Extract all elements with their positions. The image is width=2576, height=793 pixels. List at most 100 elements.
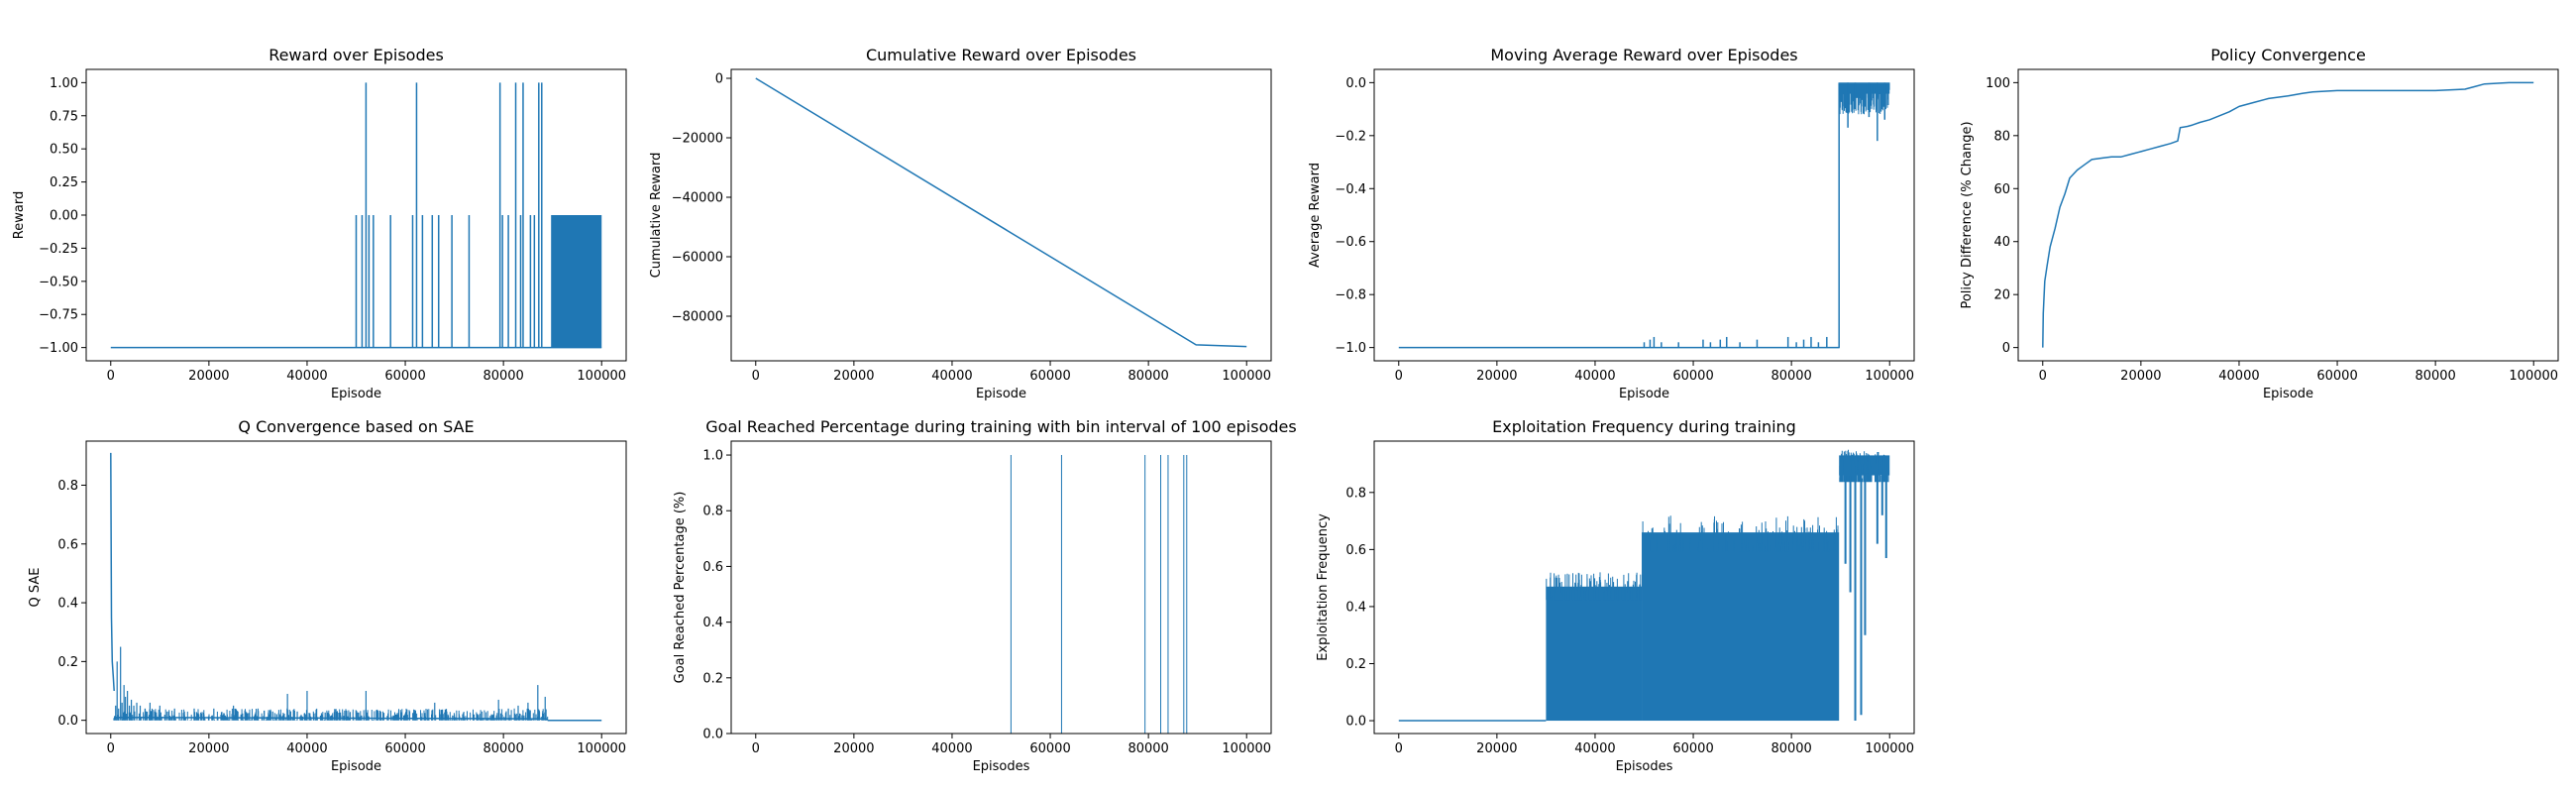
- x-tick-label: 60000: [2316, 369, 2357, 384]
- x-tick-label: 40000: [1574, 741, 1615, 756]
- plot-area: [755, 77, 1247, 348]
- x-tick-label: 60000: [1672, 369, 1713, 384]
- plot-area: [1398, 449, 1890, 722]
- y-tick-label: 80: [1993, 129, 2010, 144]
- y-tick-label: 0.8: [702, 505, 723, 519]
- y-tick-label: 0.4: [57, 597, 78, 612]
- band-peaks: [1839, 449, 1889, 483]
- x-tick-label: 40000: [2218, 369, 2259, 384]
- y-tick-label: 0.2: [702, 671, 723, 686]
- x-axis-label: Episode: [331, 387, 381, 401]
- x-axis-label: Episode: [2263, 387, 2313, 401]
- y-tick-label: 0.25: [50, 175, 78, 190]
- x-tick-label: 0: [2039, 369, 2047, 384]
- y-tick-label: 0.0: [57, 714, 78, 729]
- x-tick-label: 80000: [1771, 369, 1811, 384]
- y-axis-label: Q SAE: [28, 568, 43, 608]
- plot-area: [110, 82, 602, 349]
- y-tick-label: 0: [2002, 341, 2010, 356]
- y-tick-label: −0.50: [39, 275, 78, 289]
- dense-band: [1546, 586, 1643, 722]
- band-peaks: [1642, 515, 1839, 552]
- series-line: [1398, 82, 1840, 349]
- dense-noise: [1839, 82, 1890, 115]
- x-tick-label: 20000: [188, 369, 229, 384]
- y-axis-label: Reward: [12, 191, 27, 239]
- x-tick-label: 60000: [1029, 741, 1070, 756]
- x-tick-label: 20000: [833, 741, 874, 756]
- x-tick-label: 40000: [931, 369, 972, 384]
- chart-title: Cumulative Reward over Episodes: [866, 46, 1136, 64]
- y-tick-label: 0.8: [57, 479, 78, 494]
- x-tick-label: 80000: [2415, 369, 2455, 384]
- y-tick-label: 0.0: [1345, 715, 1366, 730]
- axes-frame: [2017, 68, 2559, 362]
- dense-band: [1642, 532, 1840, 722]
- plot-area: [1398, 82, 1890, 349]
- x-tick-label: 60000: [1672, 741, 1713, 756]
- plot-area: [2042, 81, 2534, 348]
- chart-goal: 0 20000 40000 60000 80000 100000 0.0 0.2 0.4 0.6 0…: [673, 417, 1297, 774]
- x-tick-label: 100000: [1865, 369, 1914, 384]
- axes-frame: [85, 440, 627, 735]
- x-tick-label: 100000: [577, 369, 626, 384]
- chart-title: Policy Convergence: [2210, 46, 2366, 64]
- x-tick-label: 0: [1395, 741, 1403, 756]
- x-tick-label: 0: [107, 369, 115, 384]
- chart-panels: 0 20000 40000 60000 80000 100000−1.00−0.75−0.…: [12, 46, 2559, 774]
- x-tick-label: 100000: [1222, 369, 1271, 384]
- chart-moving_avg: 0 20000 40000 60000 80000 100000 −1.0 −0.8 −0.6 −…: [1308, 46, 1915, 401]
- axes-frame: [730, 68, 1272, 362]
- chart-title: Goal Reached Percentage during training …: [705, 417, 1296, 436]
- noise-hairs: [113, 708, 549, 721]
- x-tick-label: 100000: [1222, 741, 1271, 756]
- band-peaks: [1546, 572, 1643, 601]
- y-tick-label: 1.0: [702, 449, 723, 464]
- y-tick-label: −0.25: [39, 242, 78, 257]
- y-tick-label: −0.75: [39, 308, 78, 323]
- y-tick-label: 0.4: [1345, 600, 1366, 615]
- y-tick-label: 0.4: [702, 616, 723, 630]
- y-axis-label: Goal Reached Percentage (%): [673, 492, 688, 684]
- chart-title: Moving Average Reward over Episodes: [1490, 46, 1797, 64]
- x-tick-label: 20000: [833, 369, 874, 384]
- chart-title: Exploitation Frequency during training: [1492, 417, 1796, 436]
- y-tick-label: 100: [1986, 76, 2010, 91]
- x-tick-label: 0: [1395, 369, 1403, 384]
- axes-frame: [1373, 440, 1915, 735]
- y-tick-label: 0.6: [702, 560, 723, 575]
- y-tick-label: 0.75: [50, 109, 78, 124]
- chart-reward: 0 20000 40000 60000 80000 100000 −1.00 −0.75 −0.…: [12, 46, 627, 401]
- y-tick-label: 0.2: [1345, 657, 1366, 672]
- x-tick-label: 20000: [1476, 369, 1517, 384]
- plot-area: [1010, 455, 1188, 734]
- y-tick-label: 40: [1993, 235, 2010, 250]
- y-tick-label: 0.2: [57, 655, 78, 670]
- x-tick-label: 60000: [1029, 369, 1070, 384]
- axes-frame: [1373, 68, 1915, 362]
- y-tick-label: 1.00: [50, 76, 78, 91]
- x-axis-label: Episode: [976, 387, 1026, 401]
- x-tick-label: 40000: [1574, 369, 1615, 384]
- x-axis-label: Episodes: [973, 759, 1030, 774]
- x-tick-label: 0: [752, 369, 760, 384]
- y-tick-label: 0.0: [702, 728, 723, 742]
- x-tick-label: 20000: [2120, 369, 2161, 384]
- chart-policy: 0 20000 40000 60000 80000 100000 0 20 40 60 80 100 P…: [1960, 46, 2559, 401]
- x-tick-label: 20000: [1476, 741, 1517, 756]
- x-tick-label: 40000: [286, 741, 327, 756]
- initial-spike: [110, 452, 115, 692]
- chart-qsae: 0 20000 40000 60000 80000 100000 0.0 0.2 0.4 0.6 0…: [28, 417, 627, 774]
- x-axis-label: Episode: [1619, 387, 1669, 401]
- chart-title: Reward over Episodes: [268, 46, 444, 64]
- chart-exploit: 0 20000 40000 60000 80000 100000 0.0 0.2 0.4 0.6 0…: [1316, 417, 1915, 774]
- x-axis-label: Episode: [331, 759, 381, 774]
- y-tick-label: −1.0: [1335, 341, 1366, 356]
- y-tick-label: 0.00: [50, 209, 78, 224]
- x-tick-label: 40000: [286, 369, 327, 384]
- y-tick-label: 0.50: [50, 143, 78, 158]
- x-tick-label: 80000: [1771, 741, 1811, 756]
- dense-band: [551, 215, 602, 348]
- x-tick-label: 40000: [931, 741, 972, 756]
